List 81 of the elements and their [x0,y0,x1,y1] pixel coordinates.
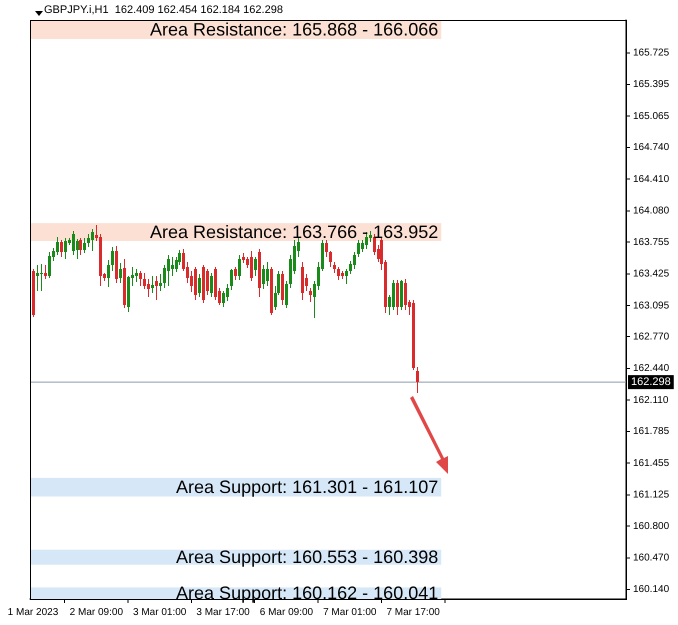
candlestick [337,267,340,280]
x-tick-label: 6 Mar 09:00 [260,606,314,618]
candlestick [250,251,253,281]
y-tick-label: 165.725 [633,48,670,59]
candlestick [60,240,63,257]
candlestick [115,246,118,283]
candlestick [281,271,284,305]
x-tick-label: 1 Mar 2023 [8,606,59,618]
y-tick-label: 163.755 [633,236,670,248]
y-tick-label: 162.770 [633,331,670,342]
candlestick [83,238,86,253]
candlestick [91,229,94,251]
candlestick [285,281,288,308]
candlestick [333,262,336,273]
candlestick [139,271,142,286]
candlestick [396,280,399,315]
candlestick [202,265,205,303]
candlestick [412,300,415,370]
candlestick [111,247,114,271]
candlestick [123,259,126,308]
y-tick-label: 164.410 [633,174,670,185]
band-label: Area Resistance: 165.868 - 166.066 [150,19,438,40]
candlestick [194,267,197,300]
candlestick [79,238,82,255]
candlestick [198,274,201,297]
candlestick [254,257,257,276]
y-tick-label: 165.065 [633,110,670,122]
candlestick [155,276,158,300]
candlestick [341,271,344,279]
candlestick [234,267,237,280]
candlestick [258,249,261,297]
band-label: Area Support: 160.553 - 160.398 [176,547,438,568]
y-tick-label: 163.425 [633,268,670,280]
candlestick [270,267,273,315]
candlestick [400,280,403,310]
y-tick-label: 164.080 [633,206,670,217]
x-tick-label: 2 Mar 09:00 [70,606,124,618]
candlestick [36,265,39,291]
candlestick [262,265,265,289]
y-tick-label: 160.140 [633,584,670,596]
x-tick-label: 3 Mar 01:00 [133,606,187,618]
candlestick [107,260,110,287]
candlestick [416,367,419,393]
candlestick [238,255,241,280]
candlestick [167,255,170,286]
candlestick [135,269,138,282]
candlestick [266,262,269,286]
candlestick [301,262,304,300]
candlestick [159,274,162,291]
ref-line-label: 162.298 [631,376,671,388]
y-tick-label: 160.800 [633,520,670,532]
y-tick-label: 160.470 [633,552,670,564]
y-tick-label: 161.785 [633,426,670,438]
y-tick-label: 165.395 [633,79,670,90]
candlestick [48,252,51,278]
candlestick [329,251,332,267]
y-tick-label: 161.455 [633,458,670,469]
candlestick [44,265,47,279]
candlestick [40,264,43,291]
chart-title: GBPJPY.i,H1 162.409 162.454 162.184 162.298 [44,4,283,16]
candlestick [151,276,154,293]
candlestick [309,288,312,302]
candlestick [210,273,213,297]
candlestick [119,263,122,283]
band-label: Area Support: 161.301 - 161.107 [176,477,438,498]
candlestick [64,238,67,259]
x-tick-label: 3 Mar 17:00 [196,606,250,618]
y-tick-label: 164.740 [633,142,670,154]
y-tick-label: 162.440 [633,363,670,374]
candlestick [345,269,348,284]
y-tick-label: 162.110 [633,394,669,406]
y-tick-label: 163.095 [633,300,670,312]
candlestick [72,231,75,255]
y-tick-label: 161.125 [633,490,670,501]
x-tick-label: 7 Mar 01:00 [323,606,377,618]
candlestick [357,240,360,257]
band-label: Area Support: 160.162 - 160.041 [176,583,438,604]
candlestick [32,269,35,317]
candlestick [325,240,328,257]
x-tick-label: 7 Mar 17:00 [386,606,440,618]
candlestick [230,269,233,290]
